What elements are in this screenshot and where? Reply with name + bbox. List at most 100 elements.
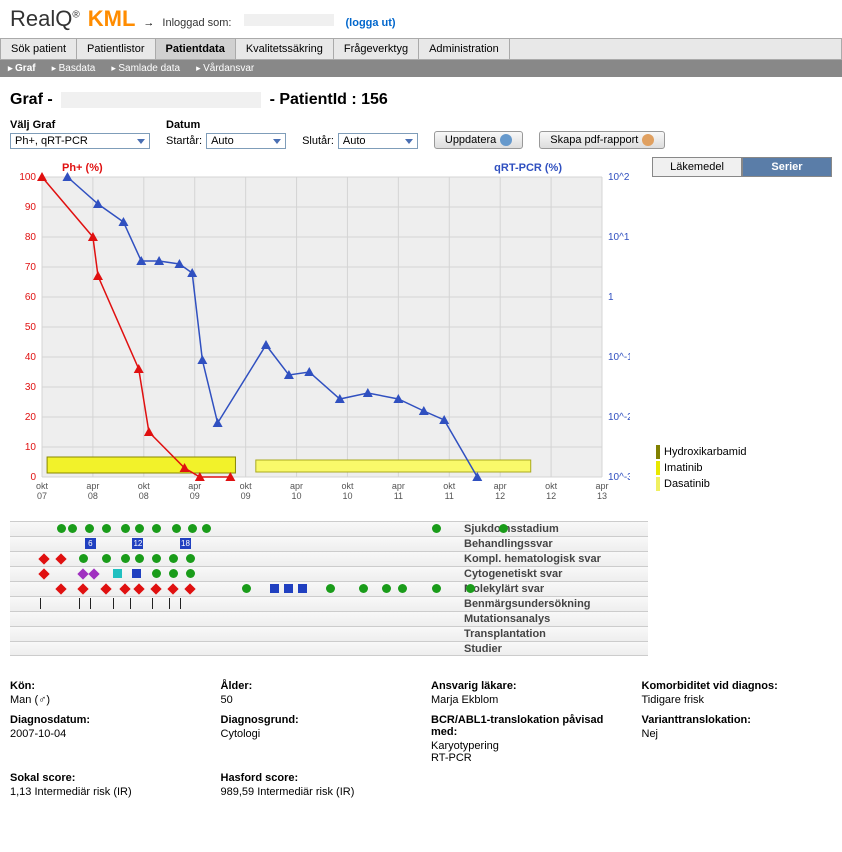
timeline-row: Molekylärt svar	[10, 581, 648, 596]
info-block: Ålder:50	[221, 680, 412, 706]
arrow-icon: →	[143, 17, 154, 29]
svg-text:apr: apr	[86, 481, 99, 491]
svg-text:11: 11	[394, 491, 403, 501]
svg-text:1: 1	[608, 292, 614, 303]
right-panel: Läkemedel Serier Hydroxikarbamid Imatinib…	[652, 157, 832, 656]
update-button[interactable]: Uppdatera	[434, 131, 523, 149]
info-block: Varianttranslokation:Nej	[642, 714, 833, 764]
legend-item: Hydroxikarbamid	[656, 445, 828, 459]
legend-box: Hydroxikarbamid Imatinib Dasatinib	[652, 437, 832, 501]
svg-text:20: 20	[25, 412, 37, 423]
info-block: Diagnosgrund:Cytologi	[221, 714, 412, 764]
info-block: Ansvarig läkare:Marja Ekblom	[431, 680, 622, 706]
svg-text:10^2: 10^2	[608, 172, 630, 183]
svg-text:okt: okt	[138, 481, 151, 491]
info-block	[431, 772, 622, 798]
main-tab-4[interactable]: Frågeverktyg	[334, 39, 419, 59]
timeline-row: Studier	[10, 641, 648, 656]
info-block: Hasford score:989,59 Intermediär risk (I…	[221, 772, 412, 798]
main-tab-bar: Sök patientPatientlistorPatientdataKvali…	[0, 38, 842, 60]
main-tab-1[interactable]: Patientlistor	[77, 39, 155, 59]
timeline-row: Transplantation	[10, 626, 648, 641]
sub-tab-bar: Graf Basdata Samlade data Vårdansvar	[0, 60, 842, 77]
legend-item: Dasatinib	[656, 477, 828, 491]
svg-text:11: 11	[445, 491, 454, 501]
timeline-row: Benmärgsundersökning	[10, 596, 648, 611]
pdf-icon	[642, 134, 654, 146]
svg-text:qRT-PCR (%): qRT-PCR (%)	[494, 162, 562, 174]
svg-text:10: 10	[342, 491, 352, 501]
sub-tab-1[interactable]: Basdata	[52, 63, 96, 74]
svg-text:apr: apr	[494, 481, 507, 491]
legend-item: Imatinib	[656, 461, 828, 475]
controls-row: Välj Graf Ph+, qRT-PCR Datum Startår: Au…	[10, 119, 832, 149]
timeline-rows: Sjukdomsstadium61218BehandlingssvarKompl…	[10, 521, 648, 656]
slut-select[interactable]: Auto	[338, 133, 418, 149]
svg-text:12: 12	[546, 491, 556, 501]
info-block: Komorbiditet vid diagnos:Tidigare frisk	[642, 680, 833, 706]
svg-text:okt: okt	[240, 481, 253, 491]
info-block: Kön:Man (♂)	[10, 680, 201, 706]
header: RealQ® KML → Inloggad som: (logga ut)	[0, 0, 842, 38]
logout-link[interactable]: (logga ut)	[346, 17, 396, 29]
main-tab-2[interactable]: Patientdata	[156, 39, 236, 59]
svg-text:10: 10	[292, 491, 302, 501]
main-tab-0[interactable]: Sök patient	[1, 39, 77, 59]
logo-kml: KML	[88, 6, 136, 32]
start-label: Startår:	[166, 135, 202, 147]
logo-realq: RealQ®	[10, 6, 80, 32]
sub-tab-2[interactable]: Samlade data	[111, 63, 180, 74]
start-select[interactable]: Auto	[206, 133, 286, 149]
timeline-row: 61218Behandlingssvar	[10, 536, 648, 551]
graf-label: Välj Graf	[10, 119, 150, 131]
timeline-row: Sjukdomsstadium	[10, 521, 648, 536]
svg-text:apr: apr	[290, 481, 303, 491]
svg-text:50: 50	[25, 322, 37, 333]
svg-text:okt: okt	[36, 481, 49, 491]
page-title: Graf - - PatientId : 156	[10, 91, 832, 109]
datum-label: Datum	[166, 119, 418, 131]
info-block: BCR/ABL1-translokation påvisad med:Karyo…	[431, 714, 622, 764]
svg-text:08: 08	[139, 491, 149, 501]
graf-select[interactable]: Ph+, qRT-PCR	[10, 133, 150, 149]
main-tab-3[interactable]: Kvalitetssäkring	[236, 39, 334, 59]
login-label: Inloggad som:	[162, 17, 231, 29]
svg-text:09: 09	[241, 491, 251, 501]
timeline-row: Cytogenetiskt svar	[10, 566, 648, 581]
info-block	[642, 772, 833, 798]
svg-text:okt: okt	[443, 481, 456, 491]
svg-text:10: 10	[25, 442, 37, 453]
main-tab-5[interactable]: Administration	[419, 39, 510, 59]
refresh-icon	[500, 134, 512, 146]
svg-text:okt: okt	[545, 481, 558, 491]
svg-text:13: 13	[597, 491, 607, 501]
info-block: Sokal score:1,13 Intermediär risk (IR)	[10, 772, 201, 798]
svg-text:10^-2: 10^-2	[608, 412, 630, 423]
tab-serier[interactable]: Serier	[742, 157, 832, 177]
chart-area: 010203040506070809010010^-310^-210^-1110…	[10, 157, 648, 656]
patient-name-placeholder	[61, 92, 261, 108]
svg-text:09: 09	[190, 491, 200, 501]
patient-info: Kön:Man (♂) Ålder:50 Ansvarig läkare:Marja…	[10, 680, 832, 798]
svg-text:apr: apr	[392, 481, 405, 491]
svg-text:08: 08	[88, 491, 98, 501]
pdf-button[interactable]: Skapa pdf-rapport	[539, 131, 665, 149]
timeline-row: Mutationsanalys	[10, 611, 648, 626]
user-name-placeholder	[244, 14, 334, 26]
sub-tab-0[interactable]: Graf	[8, 63, 36, 74]
svg-text:Ph+ (%): Ph+ (%)	[62, 162, 103, 174]
svg-text:10^-1: 10^-1	[608, 352, 630, 363]
svg-text:60: 60	[25, 292, 37, 303]
svg-text:100: 100	[19, 172, 36, 183]
svg-text:apr: apr	[595, 481, 608, 491]
svg-text:90: 90	[25, 202, 37, 213]
svg-text:12: 12	[495, 491, 505, 501]
svg-text:70: 70	[25, 262, 37, 273]
svg-text:07: 07	[37, 491, 47, 501]
tab-lakemedel[interactable]: Läkemedel	[652, 157, 742, 177]
svg-text:30: 30	[25, 382, 37, 393]
svg-text:apr: apr	[188, 481, 201, 491]
info-block: Diagnosdatum:2007-10-04	[10, 714, 201, 764]
sub-tab-3[interactable]: Vårdansvar	[196, 63, 254, 74]
svg-text:40: 40	[25, 352, 37, 363]
